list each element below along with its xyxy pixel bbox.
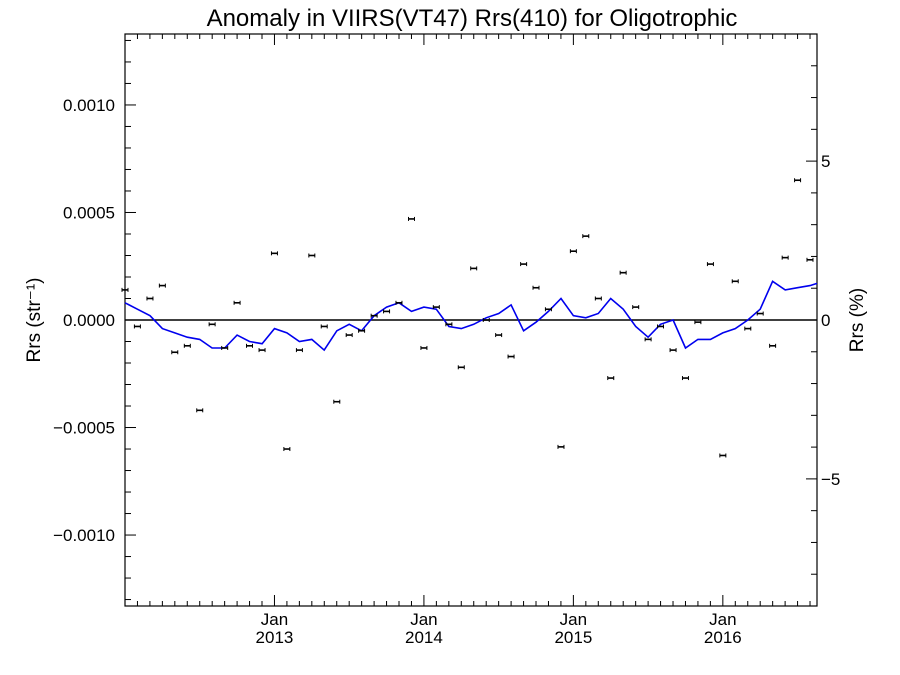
data-point: [731, 279, 739, 284]
y-axis-label-right: Rrs (%): [847, 288, 868, 352]
anomaly-trend-line: [124, 280, 818, 352]
data-point: [756, 311, 764, 316]
data-point: [270, 251, 278, 256]
data-point: [420, 345, 428, 350]
data-point: [383, 309, 391, 314]
right-tick-label: 0: [821, 311, 830, 330]
x-tick-year-label: 2015: [554, 628, 592, 647]
data-point: [806, 257, 814, 262]
data-point: [233, 300, 241, 305]
left-tick-label: 0.0010: [63, 96, 115, 115]
data-point: [644, 337, 652, 342]
data-point: [557, 444, 565, 449]
data-points-layer: [121, 178, 814, 458]
data-point: [208, 322, 216, 327]
data-point: [183, 343, 191, 348]
data-point: [607, 376, 615, 381]
data-point: [669, 348, 677, 353]
data-point: [146, 296, 154, 301]
data-point: [495, 333, 503, 338]
data-point: [594, 296, 602, 301]
data-point: [333, 399, 341, 404]
x-tick-month-label: Jan: [709, 610, 736, 629]
data-point: [706, 262, 714, 267]
x-tick-month-label: Jan: [560, 610, 587, 629]
data-point: [544, 307, 552, 312]
data-point: [569, 249, 577, 254]
data-point: [769, 343, 777, 348]
left-tick-label: −0.0005: [53, 419, 115, 438]
data-point: [744, 326, 752, 331]
data-point: [196, 408, 204, 413]
data-point: [121, 287, 129, 292]
data-point: [395, 300, 403, 305]
axis-ticks: [124, 33, 817, 607]
data-point: [358, 328, 366, 333]
x-tick-year-label: 2014: [405, 628, 443, 647]
data-point: [133, 324, 141, 329]
x-tick-month-label: Jan: [261, 610, 288, 629]
data-point: [632, 305, 640, 310]
right-tick-label: −5: [821, 470, 840, 489]
data-point: [507, 354, 515, 359]
data-point: [320, 324, 328, 329]
data-point: [408, 216, 416, 221]
x-tick-month-label: Jan: [410, 610, 437, 629]
data-point: [619, 270, 627, 275]
data-point: [520, 262, 528, 267]
data-point: [432, 305, 440, 310]
data-point: [719, 453, 727, 458]
y-axis-label-left: Rrs (str⁻¹): [24, 278, 45, 363]
data-point: [657, 324, 665, 329]
right-tick-label: 5: [821, 152, 830, 171]
data-point: [470, 266, 478, 271]
left-tick-label: −0.0010: [53, 526, 115, 545]
tick-labels: 0.00100.00050.0000−0.0005−0.001050−5Jan2…: [53, 96, 840, 647]
data-point: [221, 345, 229, 350]
data-point: [158, 283, 166, 288]
data-point: [681, 376, 689, 381]
left-tick-label: 0.0005: [63, 203, 115, 222]
data-point: [295, 348, 303, 353]
data-point: [532, 285, 540, 290]
data-point: [582, 234, 590, 239]
data-point: [794, 178, 802, 183]
x-tick-year-label: 2016: [704, 628, 742, 647]
data-point: [457, 365, 465, 370]
data-point: [171, 350, 179, 355]
left-tick-label: 0.0000: [63, 311, 115, 330]
chart-title: Anomaly in VIIRS(VT47) Rrs(410) for Olig…: [207, 5, 738, 32]
data-point: [482, 318, 490, 322]
data-point: [308, 253, 316, 258]
data-point: [246, 343, 254, 348]
x-tick-year-label: 2013: [256, 628, 294, 647]
anomaly-trend-line-layer: [124, 280, 818, 352]
data-point: [694, 320, 702, 325]
data-point: [781, 255, 789, 260]
data-point: [258, 348, 266, 353]
data-point: [345, 333, 353, 338]
data-point: [283, 447, 291, 452]
data-point: [445, 322, 453, 327]
data-point: [370, 313, 378, 318]
